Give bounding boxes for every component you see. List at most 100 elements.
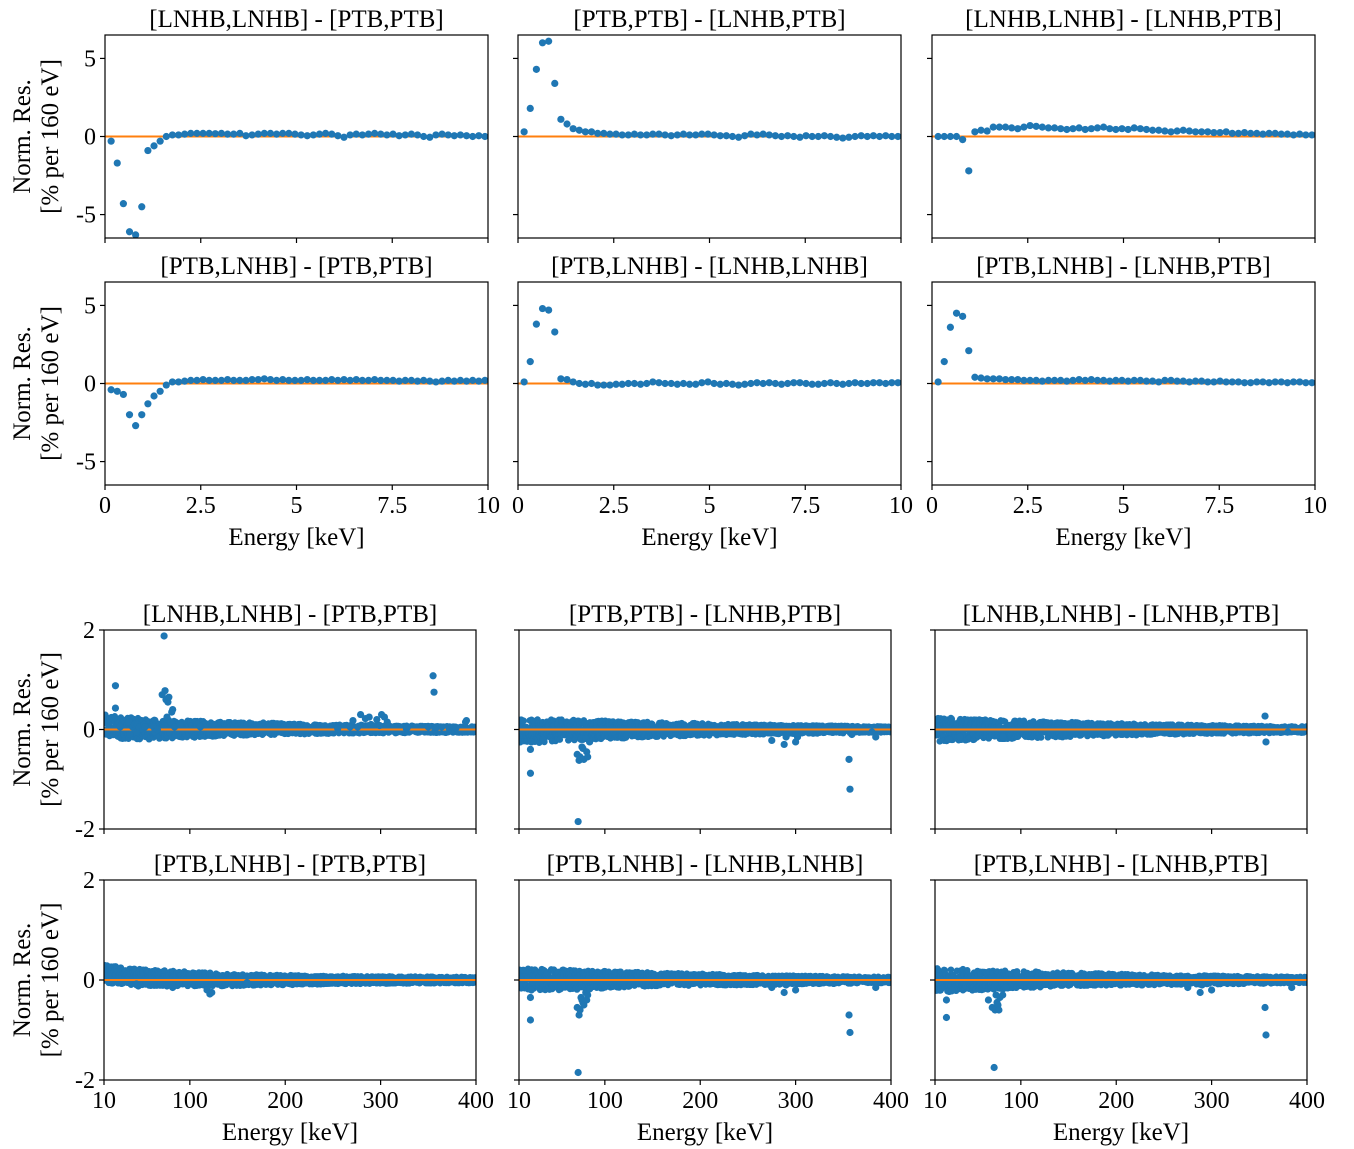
x-axis-label: Energy [keV]	[1055, 524, 1191, 551]
data-point	[952, 132, 961, 141]
x-tick-label: 0	[926, 493, 938, 519]
data-point	[848, 730, 856, 739]
data-point	[1020, 376, 1028, 384]
data-point	[199, 375, 207, 384]
data-point	[1289, 131, 1298, 139]
data-point	[863, 132, 871, 141]
data-point	[1296, 130, 1304, 138]
data-point	[266, 375, 275, 384]
data-point	[1155, 378, 1163, 386]
data-point	[358, 131, 366, 139]
panel-title: [LNHB,LNHB] - [PTB,PTB]	[149, 6, 443, 33]
data-point	[643, 131, 651, 139]
data-point	[1210, 128, 1218, 137]
data-point	[612, 380, 620, 388]
data-point	[1112, 125, 1120, 134]
data-point	[888, 379, 896, 387]
data-point	[211, 376, 219, 384]
data-point	[585, 738, 594, 746]
data-point	[430, 688, 438, 696]
band-point	[1037, 734, 1045, 741]
data-point	[1283, 130, 1292, 138]
y-axis-label: Norm. Res.[% per 160 eV]	[9, 652, 64, 807]
data-point	[1185, 127, 1193, 135]
data-point	[1099, 376, 1108, 384]
data-point	[346, 723, 354, 731]
data-point	[1198, 377, 1206, 385]
panel-5: 0 2.5 5 7.5 10[PTB,LNHB] - [LNHB,LNHB]Energy…	[512, 253, 913, 551]
data-point	[424, 723, 432, 731]
data-point	[420, 376, 428, 384]
data-point	[869, 379, 878, 387]
data-point	[765, 379, 773, 387]
data-point	[716, 380, 724, 388]
data-point	[777, 132, 786, 141]
data-point	[205, 129, 213, 137]
data-point	[569, 125, 577, 133]
data-point	[875, 379, 884, 387]
data-point	[132, 231, 140, 238]
data-point	[679, 130, 688, 138]
data-point	[1216, 377, 1224, 385]
data-point	[150, 392, 158, 400]
data-point	[193, 129, 201, 137]
data-point	[364, 376, 373, 384]
data-point	[1050, 376, 1059, 384]
data-point	[777, 380, 786, 388]
data-point	[826, 379, 835, 387]
data-point	[377, 130, 385, 138]
x-tick-label: 5	[1118, 493, 1130, 519]
data-point	[1008, 124, 1016, 132]
data-point	[959, 136, 967, 144]
data-point	[1234, 378, 1242, 386]
panel-title: [PTB,LNHB] - [LNHB,LNHB]	[551, 253, 868, 280]
x-tick-label: 7.5	[790, 493, 820, 519]
data-point	[649, 130, 657, 138]
data-point	[793, 733, 802, 741]
data-point	[469, 376, 477, 384]
data-point	[407, 376, 415, 384]
data-point	[587, 379, 596, 388]
data-point	[1106, 125, 1114, 133]
data-point	[456, 131, 465, 139]
data-point	[989, 375, 997, 383]
data-point	[426, 377, 434, 385]
data-point	[450, 377, 458, 385]
data-point	[826, 132, 835, 141]
data-point	[211, 130, 219, 138]
data-point	[636, 131, 645, 139]
x-tick-label: 7.5	[377, 493, 407, 519]
y-tick-label: 2	[83, 618, 95, 644]
data-point	[111, 704, 120, 712]
data-point	[606, 381, 614, 389]
data-point	[1149, 126, 1157, 134]
data-point	[741, 380, 749, 388]
data-point	[526, 769, 535, 777]
data-point	[199, 129, 207, 137]
data-point	[1050, 124, 1059, 132]
data-point	[303, 375, 311, 384]
data-point	[1069, 125, 1077, 133]
data-point	[153, 725, 162, 734]
data-point	[679, 379, 688, 388]
data-point	[971, 373, 979, 381]
data-point	[389, 130, 397, 138]
y-tick-label: 0	[84, 125, 96, 151]
data-point	[765, 131, 773, 139]
y-tick-label: 0	[84, 372, 96, 398]
data-point	[1008, 375, 1016, 384]
data-point	[475, 377, 483, 385]
residual-band	[104, 961, 476, 990]
data-point	[526, 745, 535, 754]
data-point	[1063, 125, 1071, 134]
data-point	[753, 379, 761, 387]
data-point	[655, 130, 663, 138]
data-point	[606, 130, 614, 138]
data-point	[1296, 378, 1304, 386]
data-point	[946, 323, 954, 331]
data-point	[356, 710, 365, 719]
data-point	[1277, 130, 1285, 138]
panel-title: [LNHB,LNHB] - [LNHB,PTB]	[963, 601, 1280, 628]
data-point	[407, 130, 415, 138]
data-point	[814, 380, 822, 388]
